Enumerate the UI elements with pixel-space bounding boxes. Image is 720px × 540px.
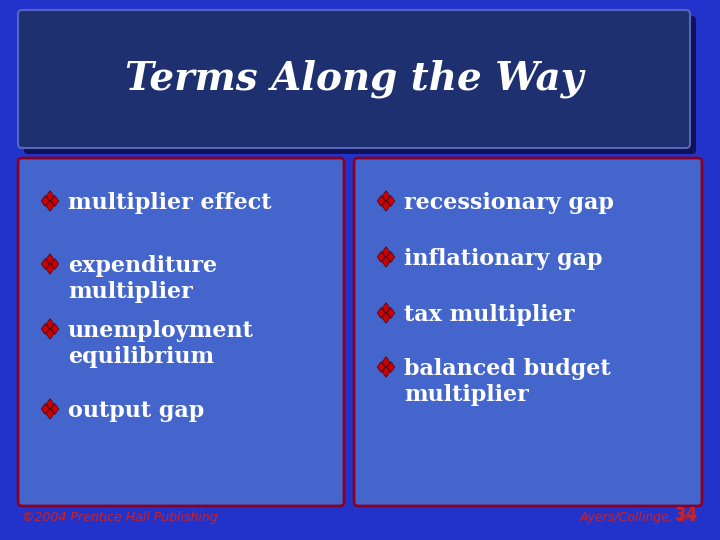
Text: inflationary gap: inflationary gap [404, 248, 603, 270]
Text: tax multiplier: tax multiplier [404, 304, 575, 326]
Text: expenditure
multiplier: expenditure multiplier [68, 255, 217, 303]
Polygon shape [46, 409, 54, 420]
FancyBboxPatch shape [354, 158, 702, 506]
Polygon shape [377, 252, 384, 262]
Polygon shape [46, 319, 54, 329]
Polygon shape [382, 256, 390, 267]
Polygon shape [387, 362, 395, 373]
Polygon shape [382, 302, 390, 313]
Polygon shape [46, 328, 54, 339]
Polygon shape [382, 313, 390, 323]
Text: balanced budget
multiplier: balanced budget multiplier [404, 358, 611, 406]
Text: recessionary gap: recessionary gap [404, 192, 614, 214]
Text: multiplier effect: multiplier effect [68, 192, 271, 214]
Polygon shape [51, 323, 59, 334]
Polygon shape [377, 195, 384, 206]
Polygon shape [382, 356, 390, 367]
Polygon shape [41, 259, 49, 269]
Polygon shape [382, 200, 390, 211]
Polygon shape [382, 367, 390, 377]
Polygon shape [46, 254, 54, 265]
FancyBboxPatch shape [24, 16, 696, 154]
Polygon shape [41, 195, 49, 206]
Text: unemployment
equilibrium: unemployment equilibrium [68, 320, 254, 368]
Text: Terms Along the Way: Terms Along the Way [125, 60, 583, 98]
Polygon shape [382, 191, 390, 201]
Polygon shape [51, 259, 59, 269]
Polygon shape [377, 308, 384, 319]
Polygon shape [41, 323, 49, 334]
Polygon shape [387, 308, 395, 319]
Polygon shape [46, 191, 54, 201]
FancyBboxPatch shape [18, 158, 344, 506]
Text: ©2004 Prentice Hall Publishing: ©2004 Prentice Hall Publishing [22, 511, 217, 524]
Text: Ayers/Collinge, 1/e: Ayers/Collinge, 1/e [580, 511, 698, 524]
Polygon shape [51, 195, 59, 206]
Text: 34: 34 [675, 506, 698, 524]
Polygon shape [382, 247, 390, 258]
Polygon shape [46, 399, 54, 409]
Text: output gap: output gap [68, 400, 204, 422]
Polygon shape [46, 200, 54, 211]
Polygon shape [387, 195, 395, 206]
Polygon shape [51, 403, 59, 414]
Polygon shape [41, 403, 49, 414]
FancyBboxPatch shape [18, 10, 690, 148]
Polygon shape [46, 264, 54, 274]
Polygon shape [387, 252, 395, 262]
Polygon shape [377, 362, 384, 373]
